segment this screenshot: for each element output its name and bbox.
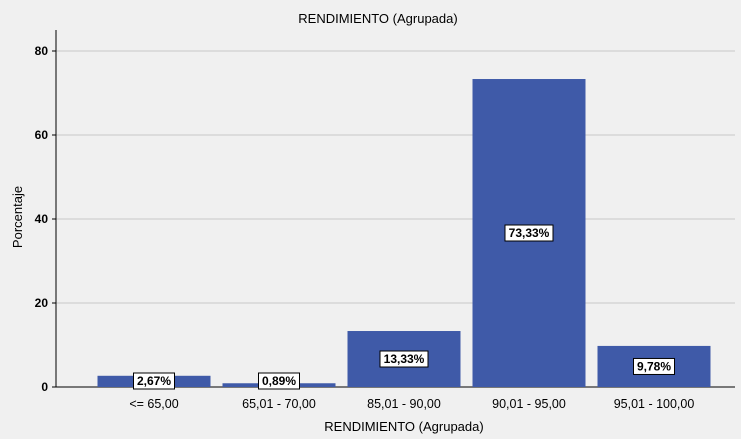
data-label-text: 13,33%: [384, 352, 425, 366]
y-tick-label: 40: [35, 212, 49, 226]
tick-labels: 0 20 40 60 80 <= 65,00 65,01 - 70,00 85,01 - 90…: [35, 44, 695, 411]
data-label-box: [504, 224, 554, 242]
data-label-box: [258, 372, 300, 390]
data-label-box: [633, 357, 675, 375]
x-tick-label: 90,01 - 95,00: [492, 397, 566, 411]
data-label-text: 2,67%: [137, 374, 171, 388]
x-tick-label: 65,01 - 70,00: [242, 397, 316, 411]
y-tick-label: 0: [41, 380, 48, 394]
x-tick-label: <= 65,00: [129, 397, 178, 411]
x-tick-label: 95,01 - 100,00: [614, 397, 695, 411]
data-label: 0,89%: [258, 372, 300, 390]
data-labels: 2,67% 0,89% 13,33% 73,33% 9,78%: [133, 224, 675, 390]
x-tick-label: 85,01 - 90,00: [367, 397, 441, 411]
y-tick-label: 20: [35, 296, 49, 310]
data-label: 13,33%: [379, 350, 429, 368]
y-tick-label: 80: [35, 44, 49, 58]
data-label-text: 9,78%: [637, 359, 671, 373]
data-label-box: [133, 372, 175, 390]
data-label-box: [379, 350, 429, 368]
data-label-text: 0,89%: [262, 374, 296, 388]
data-label: 2,67%: [133, 372, 175, 390]
data-label: 9,78%: [633, 357, 675, 375]
bars: [97, 79, 711, 387]
data-label-text: 73,33%: [509, 226, 550, 240]
y-tick-label: 60: [35, 128, 49, 142]
data-label: 73,33%: [504, 224, 554, 242]
grid-lines: [56, 50, 735, 304]
chart-title: RENDIMIENTO (Agrupada): [298, 11, 457, 26]
x-axis-label: RENDIMIENTO (Agrupada): [324, 419, 483, 434]
y-axis-label: Porcentaje: [10, 186, 25, 248]
